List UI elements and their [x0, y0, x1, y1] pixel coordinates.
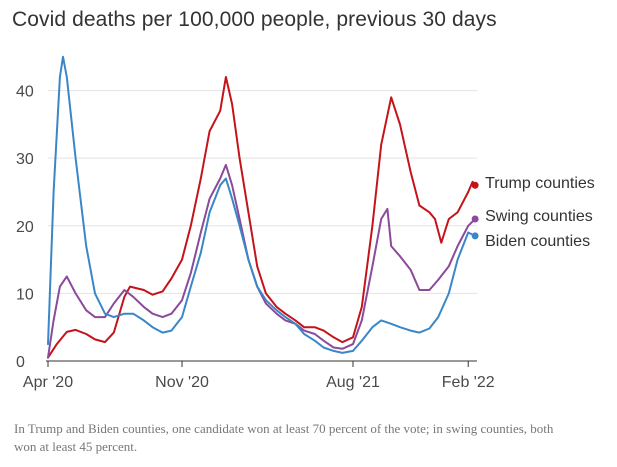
series-line-biden-counties	[47, 55, 477, 354]
series-end-dot	[471, 181, 479, 189]
x-tick-label: Nov '20	[155, 374, 209, 391]
series-end-dot	[471, 232, 479, 240]
y-tick-label: 0	[16, 354, 25, 371]
x-tick-label: Feb '22	[442, 374, 495, 391]
series-line-swing-counties	[47, 163, 477, 359]
chart-title: Covid deaths per 100,000 people, previou…	[12, 8, 497, 31]
y-tick-label: 10	[16, 286, 34, 303]
y-tick-label: 40	[16, 84, 34, 101]
series-label: Biden counties	[485, 233, 590, 250]
series-line-trump-counties	[47, 76, 477, 359]
y-tick-label: 20	[16, 219, 34, 236]
series-label: Swing counties	[485, 208, 593, 225]
x-tick-label: Aug '21	[326, 374, 380, 391]
chart-footnote: In Trump and Biden counties, one candida…	[14, 421, 554, 454]
y-tick-label: 30	[16, 151, 34, 168]
series-label: Trump counties	[485, 175, 595, 192]
series-end-dot	[471, 215, 479, 223]
x-tick-label: Apr '20	[23, 374, 73, 391]
